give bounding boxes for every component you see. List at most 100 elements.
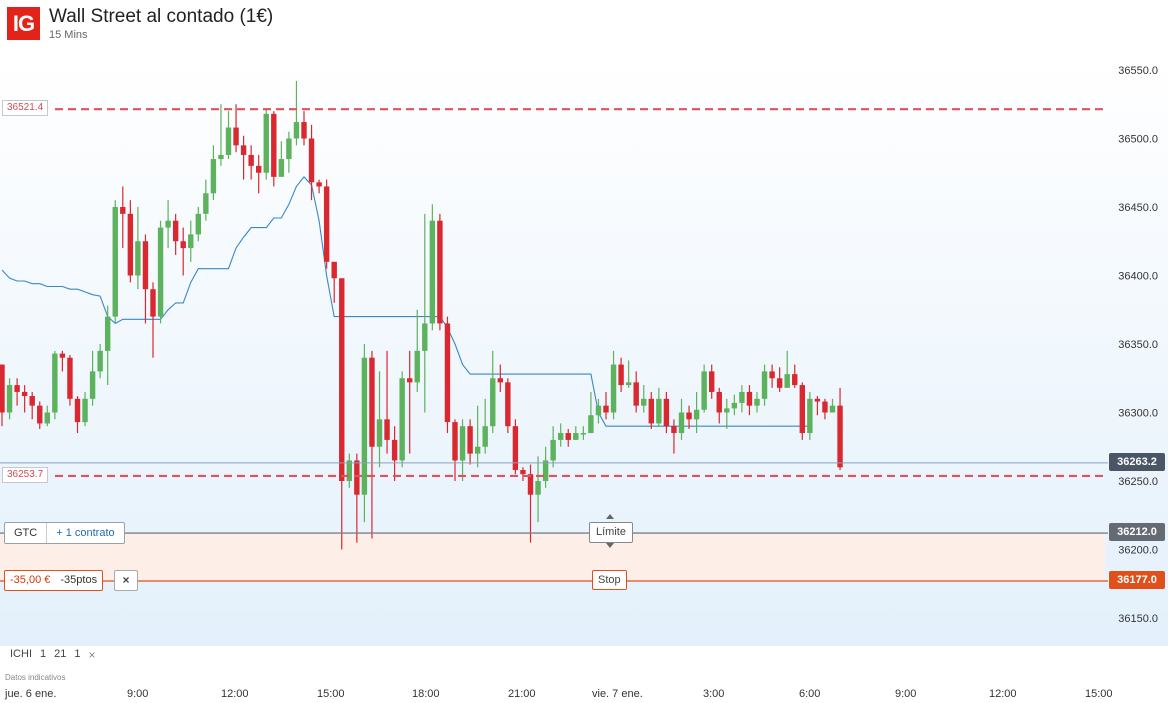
candle[interactable] [550,426,556,468]
candle[interactable] [618,357,624,392]
candle[interactable] [203,179,209,221]
candle[interactable] [814,396,821,416]
candle[interactable] [256,154,262,194]
candle[interactable] [648,391,654,429]
candle[interactable] [716,387,722,424]
candle[interactable] [210,145,217,201]
candle[interactable] [142,234,149,324]
candle[interactable] [429,204,436,331]
candle[interactable] [512,419,519,475]
candle[interactable] [452,419,458,481]
candle[interactable] [37,401,43,429]
candle[interactable] [21,385,28,413]
candle[interactable] [44,405,50,427]
candle[interactable] [135,207,141,290]
candle[interactable] [595,398,602,424]
order-gtc-label[interactable]: GTC [5,523,48,543]
order-ticket[interactable]: GTC + 1 contrato [4,522,125,544]
candle[interactable] [369,350,375,539]
candle[interactable] [180,227,186,276]
candle[interactable] [354,453,360,543]
candle[interactable] [776,367,783,392]
candle[interactable] [724,398,730,429]
candle[interactable] [361,344,368,523]
candle[interactable] [769,364,775,388]
order-contract-label[interactable]: + 1 contrato [56,527,115,539]
candle[interactable] [150,282,156,358]
candle[interactable] [625,360,632,388]
candle[interactable] [799,382,805,440]
candle[interactable] [520,467,526,481]
candle[interactable] [195,207,201,242]
candle[interactable] [233,104,239,153]
candle[interactable] [822,398,828,420]
candle[interactable] [172,213,179,255]
candle[interactable] [709,364,715,399]
candle[interactable] [188,220,194,262]
limit-up-arrow-icon[interactable] [606,514,614,519]
candle[interactable] [542,446,549,488]
candle[interactable] [157,220,164,324]
candle[interactable] [293,80,300,146]
candle[interactable] [240,135,247,180]
candle[interactable] [218,104,224,166]
candle[interactable] [603,391,609,420]
candle[interactable] [588,391,594,434]
price-chart[interactable]: 36550.0 36500.0 36450.0 36400.0 36350.0 36300… [0,56,1168,646]
candle[interactable] [414,309,420,392]
candle[interactable] [497,364,503,392]
candle[interactable] [29,391,35,420]
candle[interactable] [112,200,118,324]
candle[interactable] [376,371,383,468]
candle[interactable] [656,387,662,427]
candle[interactable] [807,391,813,440]
limit-down-arrow-icon[interactable] [606,543,614,548]
candle[interactable] [286,131,292,173]
candle[interactable] [678,398,685,440]
candle[interactable] [573,426,579,440]
candle[interactable] [474,405,481,468]
candle[interactable] [746,385,753,416]
candle[interactable] [391,426,398,481]
candle[interactable] [792,364,798,388]
candle[interactable] [399,371,405,468]
candle[interactable] [59,350,66,372]
candle[interactable] [248,145,254,180]
candle[interactable] [384,350,390,454]
candle[interactable] [422,213,428,413]
candle[interactable] [686,405,692,429]
candle[interactable] [701,364,707,413]
candle[interactable] [346,453,352,488]
candle[interactable] [89,350,96,406]
candle[interactable] [784,350,790,388]
candle[interactable] [278,141,285,177]
candle[interactable] [316,179,322,194]
candle[interactable] [407,350,413,454]
stop-handle[interactable]: Stop [592,570,627,590]
candle[interactable] [105,305,111,386]
candle[interactable] [323,179,330,269]
candle[interactable] [467,419,473,465]
candle[interactable] [565,428,571,447]
limit-handle[interactable]: Límite [589,522,633,543]
candle[interactable] [52,350,58,420]
candle[interactable] [633,371,639,413]
candle[interactable] [0,364,5,427]
candle[interactable] [6,378,13,420]
candle[interactable] [120,186,126,249]
candle[interactable] [558,423,564,447]
candle[interactable] [437,213,443,331]
candle[interactable] [837,387,843,471]
stop-ticket[interactable]: -35,00 € -35ptos [4,570,104,591]
candle[interactable] [761,364,768,406]
candle[interactable] [829,398,836,413]
candle[interactable] [754,391,760,413]
candle[interactable] [490,350,496,434]
candle[interactable] [271,111,277,187]
lower-level-tag[interactable]: 36253.7 [2,467,49,483]
candle[interactable] [225,111,232,160]
candle[interactable] [482,398,488,454]
candle[interactable] [731,394,738,416]
candle[interactable] [693,391,700,434]
candle[interactable] [739,385,745,413]
